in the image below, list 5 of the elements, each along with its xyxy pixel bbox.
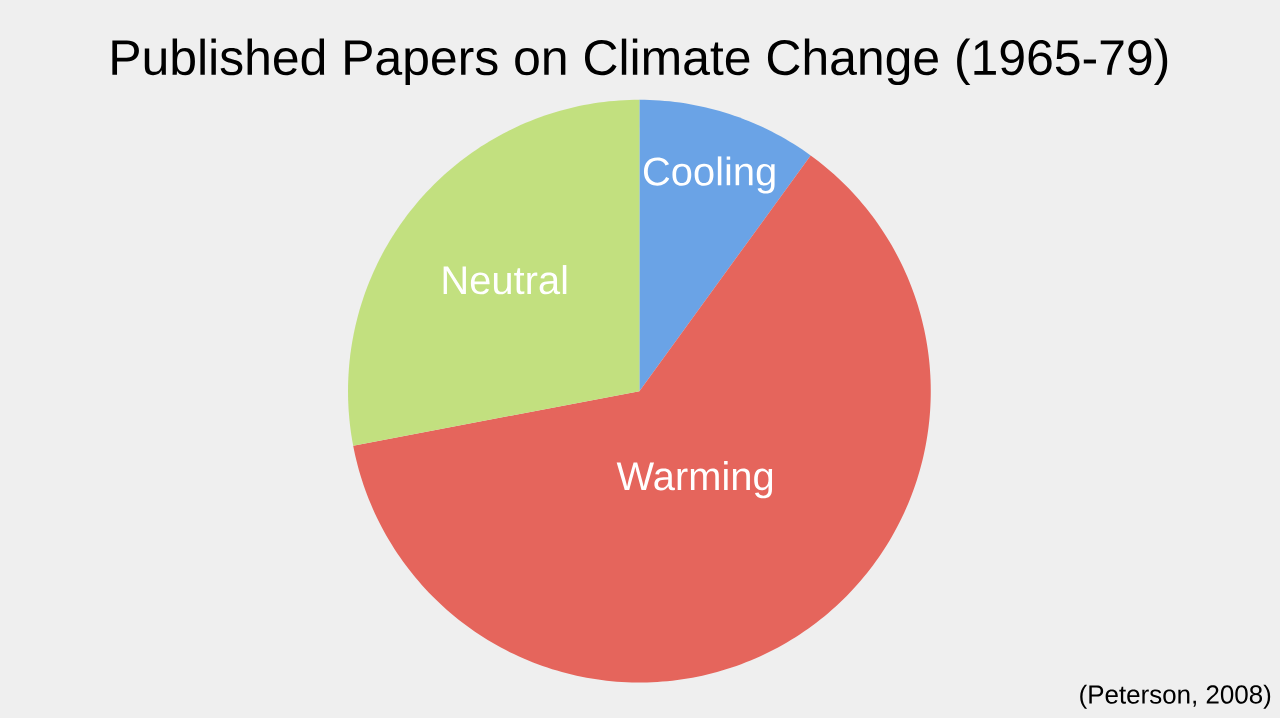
slice-label: Warming xyxy=(616,460,773,499)
chart-title: Published Papers on Climate Change (1965-79) xyxy=(112,38,1168,85)
slice-label: Neutral xyxy=(443,264,567,295)
slice-label: Cooling xyxy=(643,156,775,194)
text: (Peterson, 2008) xyxy=(1080,684,1271,709)
